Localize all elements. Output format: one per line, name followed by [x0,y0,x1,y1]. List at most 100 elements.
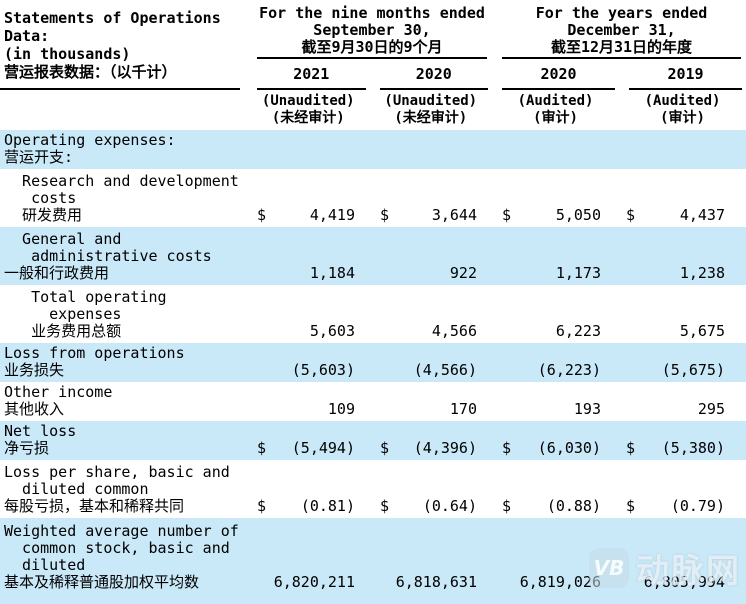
year-header-2021: 2021 [257,59,366,90]
row-label-line: Operating expenses: [4,131,176,149]
table-row: Other income 其他收入 109 170 193 295 [0,382,746,421]
period-line-zh: 截至9月30日的9个月 [301,38,443,56]
value-cell: (4,566) [370,362,492,379]
cell-value: 1,238 [679,264,725,282]
dollar-sign: $ [380,439,390,457]
audit-note-zh: (未经审计) [271,110,345,126]
cell-value: (5,675) [661,361,725,379]
row-label: Loss from operations 业务损失 [0,345,247,379]
audit-note-zh: (审计) [660,110,705,126]
cell-value: 4,437 [679,206,725,224]
cell-value: (0.79) [670,497,725,515]
cell-value: 1,184 [309,264,355,282]
row-label-line: expenses [4,305,122,323]
value-cell: 5,675 [616,323,746,340]
audit-note-en: (Audited) [644,93,721,109]
dollar-sign: $ [626,497,636,515]
value-cell: $5,050 [492,207,616,224]
dollar-sign: $ [502,206,512,224]
row-label: Operating expenses: 营运开支: [0,132,247,166]
table-row: Research and development costs 研发费用 $4,4… [0,169,746,227]
row-label-line: 基本及稀释普通股加权平均数 [4,573,200,591]
audit-note-en: (Unaudited) [261,93,355,109]
row-label: Net loss 净亏损 [0,423,247,457]
cell-value: 1,173 [555,264,601,282]
table-body: Operating expenses: 营运开支: Research and de… [0,130,746,604]
cell-value: (4,566) [413,361,477,379]
cell-value: (5,494) [291,439,355,457]
value-cell: 6,223 [492,323,616,340]
cell-value: 170 [449,400,477,418]
row-label-line: common stock, basic and [4,539,230,557]
row-label-line: administrative costs [4,247,212,265]
row-label-line: 其他收入 [4,400,65,418]
dollar-sign: $ [502,497,512,515]
title-line-en-3: (in thousands) [4,45,131,63]
period-group-nine-months: For the nine months ended September 30, … [247,0,492,130]
cell-value: 4,419 [309,206,355,224]
row-label-line: costs [4,189,77,207]
year-header-2020-full-year: 2020 [502,59,615,90]
value-cell: 6,805,994 [616,574,746,591]
period-line-1: For the nine months ended [259,4,485,22]
table-row: Loss per share, basic and diluted common… [0,460,746,518]
period-group-years-ended: For the years ended December 31, 截至12月31… [492,0,746,130]
row-label-line: Total operating [4,288,167,306]
cell-value: 6,805,994 [643,573,725,591]
value-cell: $ (5,380) [616,440,746,457]
value-cell: 109 [247,401,370,418]
value-cell: (6,223) [492,362,616,379]
value-cell: $ (4,396) [370,440,492,457]
value-cell: 170 [370,401,492,418]
dollar-sign: $ [502,439,512,457]
period-group-heading: For the years ended December 31, 截至12月31… [502,0,741,59]
row-label: Loss per share, basic and diluted common… [0,464,247,515]
year-headers: 2021 2020 [247,59,492,90]
value-cell: 1,238 [616,265,746,282]
cell-value: 6,820,211 [273,573,355,591]
cell-value: 295 [697,400,725,418]
row-label-line: 一般和行政费用 [4,264,110,282]
table-row: Operating expenses: 营运开支: [0,130,746,169]
value-cell: $ (0.88) [492,498,616,515]
cell-value: (4,396) [413,439,477,457]
row-label-line: General and [4,230,122,248]
row-label-line: 研发费用 [4,206,83,224]
cell-value: (0.64) [422,497,477,515]
audit-note-en: (Audited) [517,93,594,109]
value-cell: 193 [492,401,616,418]
cell-value: 4,566 [431,322,477,340]
audit-note-2021: (Unaudited) (未经审计) [247,90,370,127]
value-cell: (5,603) [247,362,370,379]
row-label-line: Research and development [4,172,239,190]
cell-value: (6,223) [537,361,601,379]
value-cell: 5,603 [247,323,370,340]
dollar-sign: $ [626,206,636,224]
row-label-line: 业务费用总额 [4,322,122,340]
title-line-zh: 营运报表数据：（以千计） [4,63,177,81]
value-cell: $ (0.81) [247,498,370,515]
value-cell: 1,184 [247,265,370,282]
cell-value: (0.81) [300,497,355,515]
value-cell: 1,173 [492,265,616,282]
dollar-sign: $ [380,497,390,515]
dollar-sign: $ [257,497,267,515]
table-header: Statements of Operations Data: (in thousan… [0,0,746,130]
audit-notes: (Audited) (审计) (Audited) (审计) [492,90,746,127]
dollar-sign: $ [380,206,390,224]
cell-value: 3,644 [431,206,477,224]
title-line-en-2: Data: [4,27,50,45]
row-label-line: 净亏损 [4,439,50,457]
table-title: Statements of Operations Data: (in thousan… [0,0,240,90]
year-header-2020-nine-months: 2020 [379,59,488,90]
dollar-sign: $ [257,206,267,224]
table-row: Net loss 净亏损 $ (5,494) $ (4,396) $ (6,030) $… [0,421,746,460]
row-label: Total operating expenses 业务费用总额 [0,289,247,340]
value-cell: 6,819,026 [492,574,616,591]
cell-value: 5,603 [309,322,355,340]
cell-value: (5,603) [291,361,355,379]
period-line-2: September 30, [313,21,431,39]
cell-value: 6,818,631 [395,573,477,591]
row-label: General and administrative costs 一般和行政费用 [0,231,247,282]
